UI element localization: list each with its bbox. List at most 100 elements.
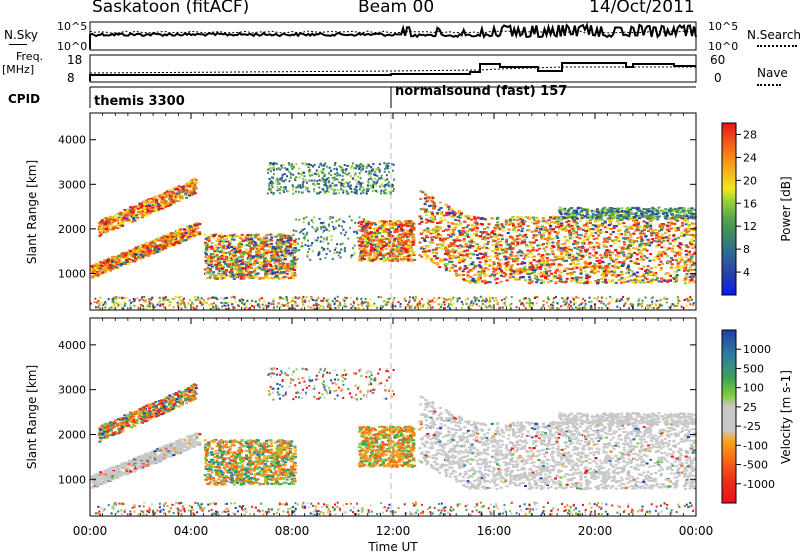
- power-pixel: [99, 266, 103, 269]
- power-pixel: [249, 253, 253, 256]
- power-pixel: [372, 222, 376, 225]
- power-pixel: [266, 268, 270, 271]
- power-pixel: [328, 166, 331, 169]
- power-pixel: [318, 182, 321, 185]
- power-pixel: [215, 277, 219, 280]
- power-pixel: [678, 250, 682, 252]
- power-pixel: [253, 269, 257, 272]
- power-pixel: [482, 244, 486, 247]
- power-pixel: [451, 215, 455, 218]
- power-pixel: [161, 204, 165, 206]
- power-pixel: [209, 253, 213, 256]
- power-pixel: [292, 185, 295, 188]
- power-pixel: [591, 265, 595, 268]
- power-pixel: [149, 207, 153, 209]
- power-pixel: [399, 221, 403, 224]
- power-pixel: [293, 256, 296, 259]
- power-pixel: [170, 194, 174, 197]
- power-pixel: [387, 251, 391, 254]
- power-pixel: [279, 178, 281, 181]
- power-pixel: [140, 215, 144, 218]
- power-pixel: [374, 257, 378, 260]
- power-pixel: [223, 258, 227, 261]
- power-pixel: [282, 276, 286, 279]
- power-pixel: [320, 164, 323, 167]
- power-pixel: [286, 247, 290, 250]
- power-pixel: [137, 245, 141, 248]
- power-pixel: [644, 272, 648, 275]
- power-pixel: [211, 260, 215, 263]
- power-pixel: [304, 179, 307, 181]
- power-pixel: [117, 226, 121, 229]
- power-pixel: [385, 192, 388, 195]
- power-pixel: [562, 225, 565, 228]
- power-pixel: [90, 265, 94, 268]
- power-pixel: [512, 227, 516, 230]
- power-pixel: [338, 165, 341, 168]
- power-pixel: [612, 272, 616, 275]
- power-pixel: [307, 239, 310, 242]
- power-pixel: [274, 251, 278, 254]
- power-pixel: [693, 251, 697, 254]
- power-pixel: [286, 265, 290, 268]
- power-pixel: [405, 236, 409, 239]
- power-pixel: [404, 224, 408, 227]
- power-pixel: [351, 177, 354, 180]
- power-pixel: [496, 225, 500, 228]
- power-pixel: [289, 267, 293, 270]
- power-pixel: [291, 168, 294, 170]
- power-pixel: [158, 244, 162, 247]
- power-pixel: [618, 245, 622, 248]
- power-pixel: [472, 225, 476, 228]
- power-pixel: [235, 247, 239, 250]
- power-pixel: [316, 226, 319, 229]
- power-pixel: [304, 162, 307, 165]
- power-pixel: [604, 268, 608, 271]
- power-pixel: [320, 222, 323, 225]
- power-pixel: [388, 181, 390, 184]
- power-pixel: [159, 249, 163, 252]
- power-pixel: [139, 245, 143, 248]
- power-pixel: [673, 280, 677, 283]
- power-pixel: [433, 255, 436, 258]
- power-pixel: [557, 263, 561, 266]
- power-pixel: [435, 243, 439, 246]
- power-pixel: [455, 239, 459, 242]
- power-pixel: [144, 251, 148, 254]
- power-pixel: [358, 237, 362, 240]
- power-pixel: [342, 171, 345, 174]
- power-pixel: [210, 245, 213, 248]
- power-pixel: [324, 183, 327, 186]
- power-pixel: [264, 273, 268, 276]
- power-pixel: [362, 247, 366, 250]
- power-pixel: [527, 276, 531, 278]
- power-pixel: [347, 164, 350, 167]
- power-pixel: [407, 254, 411, 257]
- power-pixel: [331, 177, 334, 179]
- power-pixel: [354, 179, 357, 182]
- power-pixel: [382, 258, 385, 261]
- power-pixel: [270, 268, 274, 271]
- power-pixel: [304, 243, 307, 246]
- power-pixel: [434, 225, 438, 228]
- power-pixel: [559, 225, 563, 227]
- power-pixel: [405, 257, 409, 260]
- power-pixel: [311, 242, 314, 244]
- power-pixel: [567, 268, 571, 270]
- power-pixel: [411, 260, 415, 262]
- power-pixel: [548, 223, 552, 226]
- power-pixel: [274, 264, 278, 267]
- power-pixel: [570, 224, 574, 227]
- power-pixel: [397, 225, 400, 228]
- power-pixel: [342, 168, 345, 171]
- power-pixel: [102, 221, 106, 224]
- power-pixel: [504, 256, 508, 259]
- power-pixel: [634, 247, 638, 250]
- power-pixel: [219, 263, 223, 266]
- power-pixel: [91, 266, 95, 269]
- power-pixel: [608, 270, 612, 273]
- power-pixel: [246, 262, 250, 265]
- power-pixel: [207, 236, 211, 239]
- power-pixel: [429, 232, 433, 235]
- power-pixel: [362, 258, 366, 260]
